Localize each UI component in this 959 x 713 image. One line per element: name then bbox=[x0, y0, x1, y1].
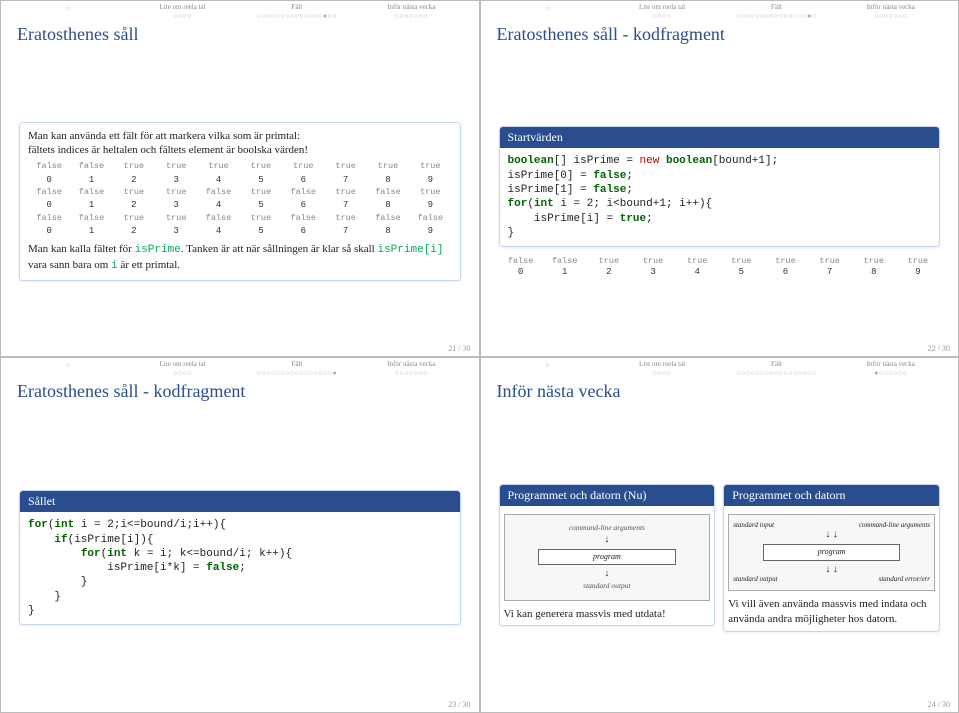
diagram-left: command-line arguments ↓ program ↓ stand… bbox=[504, 514, 711, 601]
navbar: ○ Lite om reela tal○○○○ Fält○○○○○○○○○○○○… bbox=[1, 1, 479, 20]
slide-22: ○ Lite om reela tal○○○○ Fält○○○○○○○○○○○○… bbox=[480, 0, 959, 357]
left-text: Vi kan generera massvis med utdata! bbox=[504, 607, 711, 622]
diagram-right: standard inputcommand-line arguments ↓ ↓… bbox=[728, 514, 935, 592]
code-block: Sållet for(int i = 2;i<=bound/i;i++){ if… bbox=[19, 490, 461, 625]
navbar: ○ Lite om reela tal○○○○ Fält○○○○○○○○○○○○… bbox=[481, 1, 959, 20]
code-body: boolean[] isPrime = new boolean[bound+1]… bbox=[500, 148, 940, 246]
bool-grid-1: falsefalsetruetruetruetruetruetruetruetr… bbox=[28, 161, 452, 238]
navbar: ○ Lite om reela tal○○○○ Fält○○○○○○○○○○○○… bbox=[1, 358, 479, 377]
slide-23: ○ Lite om reela tal○○○○ Fält○○○○○○○○○○○○… bbox=[0, 357, 480, 713]
navbar: ○ Lite om reela tal○○○○ Fält○○○○○○○○○○○○… bbox=[481, 358, 959, 377]
intro-line1: Man kan använda ett fält för att markera… bbox=[28, 129, 452, 144]
right-text: Vi vill även använda massvis med indata … bbox=[728, 597, 935, 627]
left-block: Programmet och datorn (Nu) command-line … bbox=[499, 484, 716, 627]
outro-text: Man kan kalla fältet för isPrime. Tanken… bbox=[28, 242, 452, 274]
bool-grid: falsefalsetruetruetruetruetruetruetruetr… bbox=[499, 256, 941, 278]
page-number: 22 / 30 bbox=[928, 344, 950, 353]
intro-line2: fältets indices är heltalen och fältets … bbox=[28, 143, 452, 158]
slide-24: ○ Lite om reela tal○○○○ Fält○○○○○○○○○○○○… bbox=[480, 357, 959, 713]
right-block: Programmet och datorn standard inputcomm… bbox=[723, 484, 940, 632]
slide-title: Eratosthenes såll - kodfragment bbox=[1, 377, 479, 408]
page-number: 23 / 30 bbox=[448, 700, 470, 709]
slide-title: Eratosthenes såll - kodfragment bbox=[481, 20, 959, 51]
page-number: 24 / 30 bbox=[928, 700, 950, 709]
slide-title: Eratosthenes såll bbox=[1, 20, 479, 51]
slide-21: ○ Lite om reela tal○○○○ Fält○○○○○○○○○○○○… bbox=[0, 0, 480, 357]
page-number: 21 / 30 bbox=[448, 344, 470, 353]
slide-title: Inför nästa vecka bbox=[481, 377, 959, 408]
code-block: Startvärden boolean[] isPrime = new bool… bbox=[499, 126, 941, 247]
content-block: Man kan använda ett fält för att markera… bbox=[19, 122, 461, 281]
code-body: for(int i = 2;i<=bound/i;i++){ if(isPrim… bbox=[20, 512, 460, 624]
